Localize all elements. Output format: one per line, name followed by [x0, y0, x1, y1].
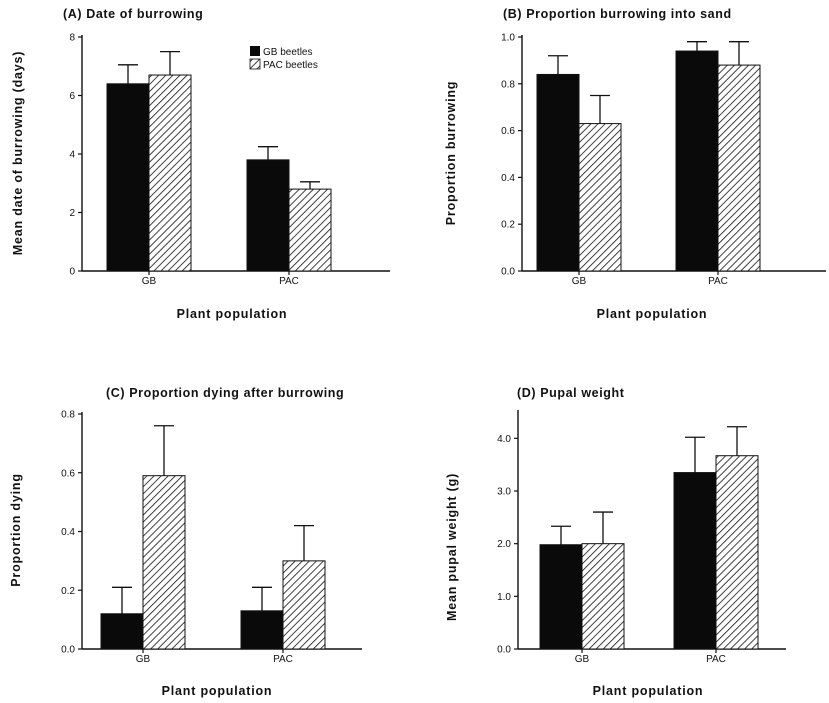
- panel-d: (D) Pupal weight Plant population Mean p…: [445, 386, 786, 698]
- panel-b-x-tick-label: PAC: [708, 276, 728, 287]
- panel-a-y-axis-title: Mean date of burrowing (days): [11, 51, 25, 255]
- panel-a-y-tick-label: 0: [69, 267, 75, 278]
- panel-b-x-axis-title: Plant population: [597, 307, 708, 321]
- panel-c-title: (C) Proportion dying after burrowing: [106, 386, 344, 400]
- panel-b-bar-gb-pac: [675, 50, 719, 272]
- panel-c-bar-pac-gb: [142, 475, 186, 650]
- panel-c-bar-pac-pac: [282, 560, 326, 650]
- panel-d-bar-pac-gb: [581, 543, 625, 650]
- panel-d-x-axis-title: Plant population: [593, 684, 704, 698]
- panel-c-y-tick-label: 0.6: [61, 468, 75, 479]
- panel-d-bar-pac-pac: [715, 455, 759, 650]
- panel-b-y-tick-label: 0.2: [501, 220, 515, 231]
- panel-b-y-tick-label: 0.8: [501, 79, 515, 90]
- panel-c-bar-gb-gb: [100, 613, 144, 650]
- panel-a-y-tick-label: 6: [69, 91, 75, 102]
- panel-c-bar-gb-pac: [240, 610, 284, 650]
- panel-d-y-tick-label: 0.0: [497, 645, 511, 656]
- panel-c-y-tick-label: 0.8: [61, 410, 75, 421]
- legend-swatch-pac: [249, 58, 261, 70]
- panel-c-y-tick-label: 0.0: [61, 645, 75, 656]
- panel-a-bar-gb-pac: [246, 159, 290, 272]
- panel-a-y-tick-label: 2: [69, 208, 75, 219]
- panel-c-y-tick-label: 0.2: [61, 586, 75, 597]
- panel-b-y-tick-label: 0.4: [501, 173, 515, 184]
- panel-a-title: (A) Date of burrowing: [63, 7, 203, 21]
- panel-d-bar-gb-gb: [539, 544, 583, 650]
- panel-b-y-tick-label: 0.6: [501, 126, 515, 137]
- panel-b-x-tick-label: GB: [572, 276, 587, 287]
- panel-d-y-tick-label: 1.0: [497, 592, 511, 603]
- panel-a: (A) Date of burrowing Plant population M…: [11, 7, 390, 321]
- panel-b-bar-pac-pac: [717, 64, 761, 272]
- panel-d-title: (D) Pupal weight: [517, 386, 625, 400]
- panel-a-bar-pac-pac: [288, 188, 332, 272]
- panel-b-y-axis-title: Proportion burrowing: [444, 81, 458, 225]
- panel-b-y-tick-label: 1.0: [501, 33, 515, 44]
- panel-c: (C) Proportion dying after burrowing Pla…: [9, 386, 362, 698]
- panel-b-bar-pac-gb: [578, 123, 622, 272]
- panel-d-x-tick-label: PAC: [706, 654, 726, 665]
- panel-c-y-tick-label: 0.4: [61, 527, 75, 538]
- legend-swatch-gb: [250, 46, 260, 56]
- panel-a-x-axis-title: Plant population: [177, 307, 288, 321]
- panel-a-y-tick-label: 8: [69, 33, 75, 44]
- panel-c-x-tick-label: GB: [136, 654, 151, 665]
- panel-a-x-tick-label: PAC: [279, 276, 299, 287]
- panel-c-y-axis-title: Proportion dying: [9, 473, 23, 586]
- panel-a-bar-gb-gb: [106, 83, 150, 272]
- panel-d-y-tick-label: 3.0: [497, 487, 511, 498]
- panel-d-y-tick-label: 2.0: [497, 539, 511, 550]
- panel-d-y-tick-label: 4.0: [497, 434, 511, 445]
- legend-label-gb: GB beetles: [263, 47, 312, 58]
- panel-c-x-tick-label: PAC: [273, 654, 293, 665]
- panel-b-title: (B) Proportion burrowing into sand: [503, 7, 732, 21]
- panel-b: (B) Proportion burrowing into sand Plant…: [444, 7, 826, 321]
- legend-label-pac: PAC beetles: [263, 60, 318, 71]
- panel-a-y-tick-label: 4: [69, 150, 75, 161]
- panel-d-bar-gb-pac: [673, 472, 717, 650]
- panel-a-bar-pac-gb: [148, 74, 192, 272]
- panel-a-x-tick-label: GB: [142, 276, 157, 287]
- panel-d-x-tick-label: GB: [575, 654, 590, 665]
- panel-b-bar-gb-gb: [536, 73, 580, 272]
- panel-b-y-tick-label: 0.0: [501, 267, 515, 278]
- panel-c-x-axis-title: Plant population: [162, 684, 273, 698]
- panel-d-y-axis-title: Mean pupal weight (g): [445, 473, 459, 621]
